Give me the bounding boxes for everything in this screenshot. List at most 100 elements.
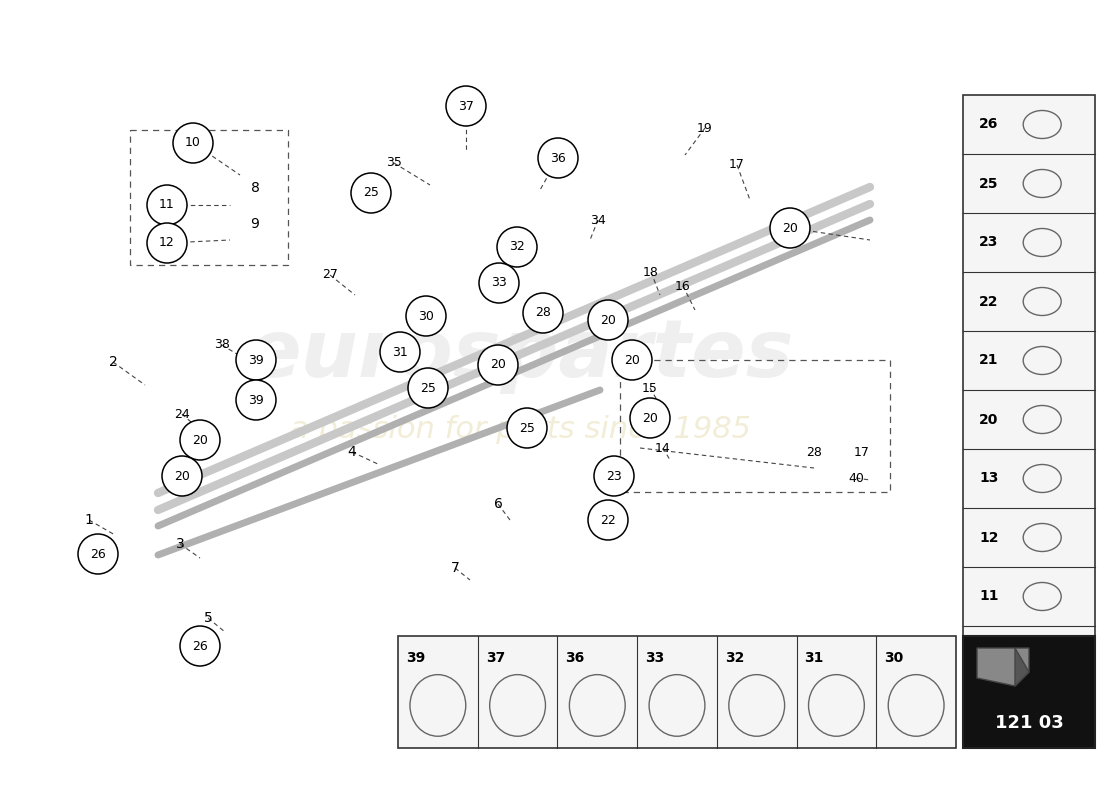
Circle shape [351, 173, 390, 213]
Circle shape [588, 300, 628, 340]
Text: 20: 20 [601, 314, 616, 326]
Text: 24: 24 [174, 407, 190, 421]
Bar [962, 95, 1094, 685]
Text: 27: 27 [322, 269, 338, 282]
Text: 33: 33 [491, 277, 507, 290]
Text: 25: 25 [979, 177, 999, 190]
Text: 28: 28 [806, 446, 822, 458]
Text: 3: 3 [176, 537, 185, 551]
Text: 20: 20 [642, 411, 658, 425]
Text: 8: 8 [251, 181, 260, 195]
Circle shape [173, 123, 213, 163]
Text: 13: 13 [979, 471, 999, 486]
Circle shape [478, 263, 519, 303]
Text: 23: 23 [606, 470, 621, 482]
Text: 25: 25 [363, 186, 378, 199]
Text: 25: 25 [519, 422, 535, 434]
Circle shape [538, 138, 578, 178]
Circle shape [180, 420, 220, 460]
Bar [962, 636, 1094, 748]
Text: 20: 20 [979, 413, 999, 426]
Text: 40: 40 [848, 471, 864, 485]
Circle shape [236, 340, 276, 380]
Text: 10: 10 [185, 137, 201, 150]
Text: 34: 34 [590, 214, 606, 226]
Text: 28: 28 [535, 306, 551, 319]
Text: 39: 39 [249, 394, 264, 406]
Text: 37: 37 [458, 99, 474, 113]
Text: 17: 17 [729, 158, 745, 171]
Text: 25: 25 [420, 382, 436, 394]
Text: 17: 17 [854, 446, 870, 458]
Text: 12: 12 [160, 237, 175, 250]
Text: 4: 4 [348, 445, 356, 459]
Circle shape [612, 340, 652, 380]
Circle shape [408, 368, 448, 408]
Text: 21: 21 [979, 354, 999, 367]
Text: 9: 9 [251, 217, 260, 231]
Circle shape [522, 293, 563, 333]
Circle shape [588, 500, 628, 540]
Text: 22: 22 [979, 294, 999, 309]
Text: 20: 20 [192, 434, 208, 446]
Text: 5: 5 [204, 611, 212, 625]
Text: 26: 26 [979, 118, 999, 131]
Text: 11: 11 [979, 590, 999, 603]
Text: 1: 1 [85, 513, 94, 527]
Text: 20: 20 [491, 358, 506, 371]
Text: 26: 26 [192, 639, 208, 653]
Text: 121 03: 121 03 [994, 714, 1064, 732]
Circle shape [406, 296, 446, 336]
Text: 20: 20 [174, 470, 190, 482]
Text: 16: 16 [675, 279, 691, 293]
Circle shape [147, 185, 187, 225]
Text: 12: 12 [979, 530, 999, 545]
Text: 15: 15 [642, 382, 658, 394]
Text: 2: 2 [109, 355, 118, 369]
Bar [130, 130, 288, 265]
Polygon shape [977, 648, 1028, 686]
Circle shape [379, 332, 420, 372]
Text: 7: 7 [451, 561, 460, 575]
Circle shape [507, 408, 547, 448]
Polygon shape [1015, 648, 1028, 686]
Text: 30: 30 [418, 310, 433, 322]
Text: 20: 20 [624, 354, 640, 366]
Text: 10: 10 [979, 649, 999, 662]
Text: 32: 32 [509, 241, 525, 254]
Text: 26: 26 [90, 547, 106, 561]
Circle shape [162, 456, 202, 496]
Text: 37: 37 [486, 651, 505, 666]
Text: 39: 39 [406, 651, 426, 666]
Circle shape [478, 345, 518, 385]
Text: 31: 31 [804, 651, 824, 666]
Text: 19: 19 [697, 122, 713, 134]
Circle shape [497, 227, 537, 267]
Circle shape [236, 380, 276, 420]
Text: 18: 18 [644, 266, 659, 278]
Text: 22: 22 [601, 514, 616, 526]
Circle shape [180, 626, 220, 666]
Bar [620, 360, 890, 492]
Circle shape [594, 456, 634, 496]
Circle shape [78, 534, 118, 574]
Bar [398, 636, 956, 748]
Circle shape [770, 208, 810, 248]
Text: 6: 6 [494, 497, 503, 511]
Text: 39: 39 [249, 354, 264, 366]
Text: 35: 35 [386, 157, 402, 170]
Circle shape [147, 223, 187, 263]
Text: 38: 38 [214, 338, 230, 351]
Text: 33: 33 [645, 651, 664, 666]
Text: 32: 32 [725, 651, 745, 666]
Text: 36: 36 [565, 651, 585, 666]
Circle shape [446, 86, 486, 126]
Text: 11: 11 [160, 198, 175, 211]
Text: 36: 36 [550, 151, 565, 165]
Circle shape [630, 398, 670, 438]
Text: 23: 23 [979, 235, 999, 250]
Text: 30: 30 [884, 651, 903, 666]
Text: 20: 20 [782, 222, 797, 234]
Text: a passion for parts since 1985: a passion for parts since 1985 [289, 415, 750, 445]
Text: 14: 14 [656, 442, 671, 454]
